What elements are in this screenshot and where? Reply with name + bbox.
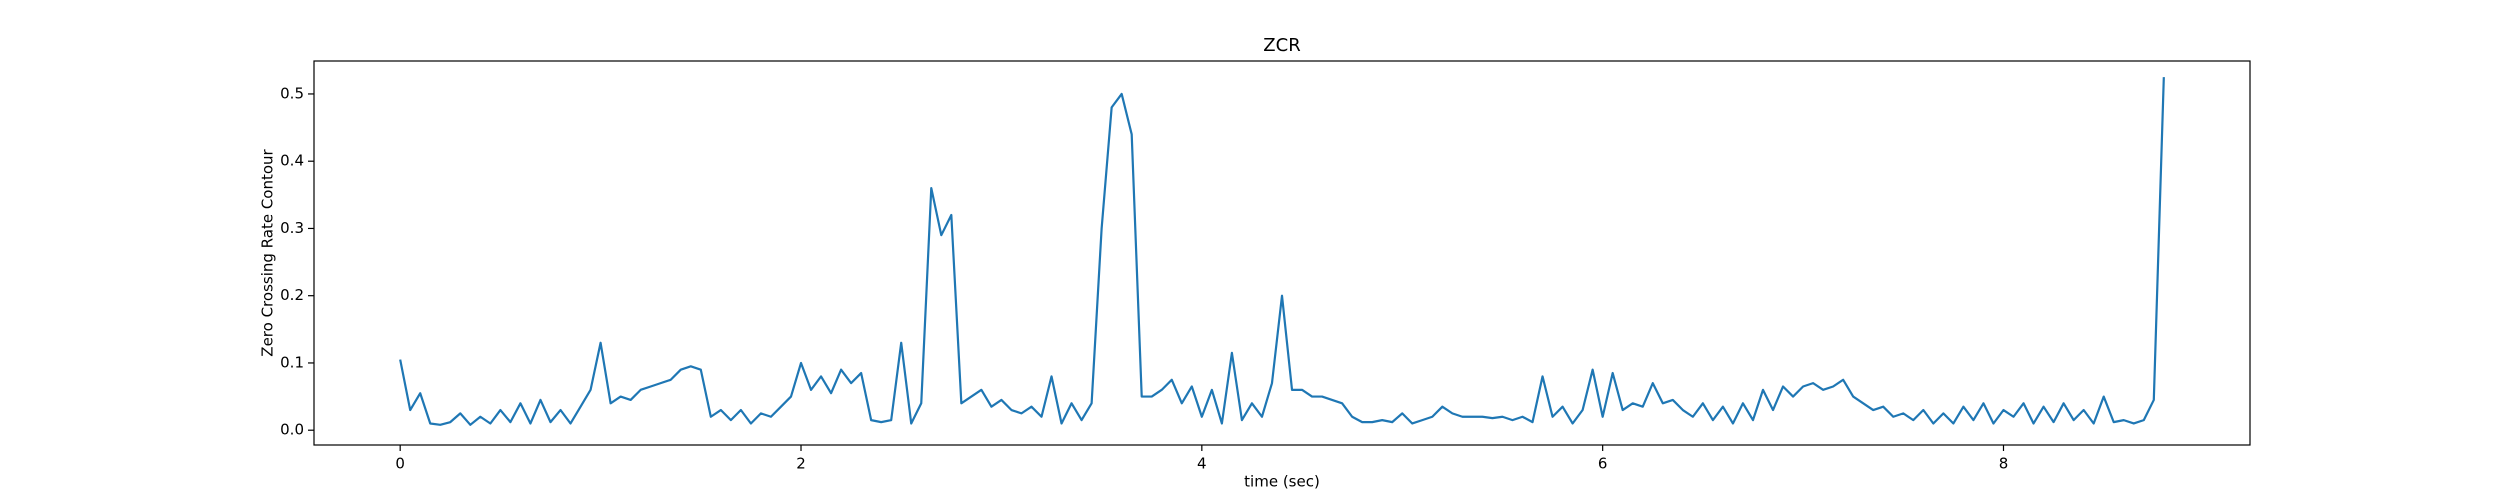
y-tick-label: 0.3 xyxy=(280,219,304,237)
x-tick-label: 2 xyxy=(796,455,806,473)
chart-title: ZCR xyxy=(1263,35,1300,56)
y-tick-label: 0.2 xyxy=(280,286,304,304)
data-line xyxy=(399,77,2165,426)
x-tick-label: 8 xyxy=(1999,455,2009,473)
y-tick-label: 0.5 xyxy=(280,84,304,102)
x-axis-label: time (sec) xyxy=(1244,473,1320,491)
axes-frame xyxy=(313,60,2251,446)
y-axis-label: Zero Crossing Rate Contour xyxy=(259,148,277,356)
y-tick-label: 0.1 xyxy=(280,353,304,371)
x-tick-label: 4 xyxy=(1197,455,1207,473)
y-tick-label: 0.0 xyxy=(280,421,304,439)
x-tick-label: 0 xyxy=(395,455,405,473)
x-tick-label: 6 xyxy=(1598,455,1608,473)
y-tick-label: 0.4 xyxy=(280,152,304,170)
